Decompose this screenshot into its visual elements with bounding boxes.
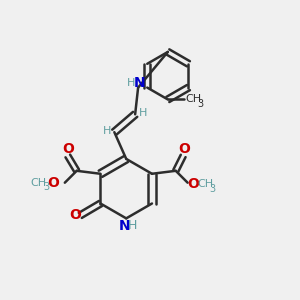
Text: O: O [62, 142, 74, 155]
Text: CH: CH [197, 179, 214, 189]
Text: O: O [179, 142, 190, 156]
Text: H: H [127, 78, 135, 88]
Text: H: H [128, 219, 137, 232]
Text: N: N [134, 76, 146, 90]
Text: N: N [119, 219, 130, 233]
Text: O: O [187, 177, 199, 191]
Text: CH: CH [30, 178, 46, 188]
Text: 3: 3 [197, 99, 204, 109]
Text: CH: CH [185, 94, 201, 104]
Text: O: O [47, 176, 59, 190]
Text: O: O [69, 208, 81, 222]
Text: 3: 3 [43, 182, 50, 192]
Text: H: H [138, 108, 147, 118]
Text: 3: 3 [209, 184, 215, 194]
Text: H: H [103, 126, 111, 136]
